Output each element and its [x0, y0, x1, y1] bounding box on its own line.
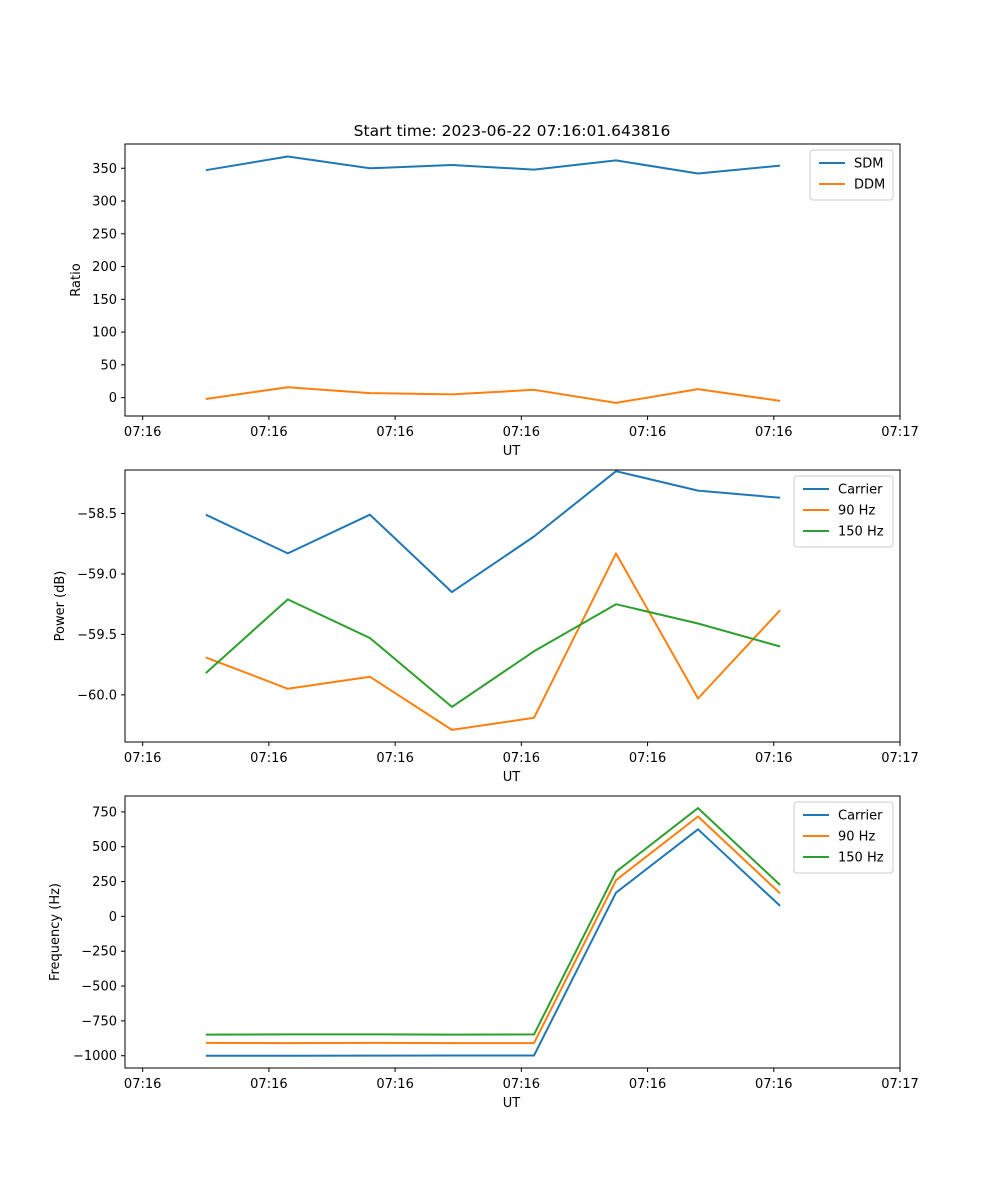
legend-box — [793, 475, 894, 548]
y-tick-label: −60.0 — [77, 688, 117, 703]
x-tick-label: 07:16 — [503, 751, 540, 766]
series-group — [205, 155, 781, 404]
axes-frame — [124, 143, 901, 417]
legend-label: Carrier — [838, 483, 883, 498]
series-line-carrier — [205, 828, 781, 1057]
x-tick-label: 07:16 — [124, 751, 161, 766]
x-axis-label: UT — [503, 444, 521, 459]
y-axis-label: Frequency (Hz) — [48, 883, 63, 981]
series-line-carrier — [205, 470, 781, 594]
y-tick-label: 750 — [92, 805, 117, 820]
y-axis-label: Power (dB) — [53, 571, 68, 642]
x-tick-label: 07:16 — [376, 425, 413, 440]
y-tick-label: 350 — [92, 162, 117, 177]
x-tick-label: 07:16 — [503, 1077, 540, 1092]
x-axis-label: UT — [503, 770, 521, 785]
x-tick-label: 07:17 — [881, 425, 918, 440]
y-tick-label: 500 — [92, 840, 117, 855]
y-tick-label: −58.5 — [77, 507, 117, 522]
series-line-ddm — [205, 386, 781, 404]
legend: Carrier 90 Hz 150 Hz — [793, 475, 894, 548]
x-tick-label: 07:16 — [250, 1077, 287, 1092]
x-tick-label: 07:16 — [755, 425, 792, 440]
y-tick-label: 0 — [109, 391, 117, 406]
x-tick-label: 07:16 — [503, 425, 540, 440]
y-tick-label: 100 — [92, 326, 117, 341]
chart-panel-1: 07:16 07:16 07:16 07:16 07:16 07:16 07:17 0 50 10… — [69, 143, 919, 459]
x-tick-label: 07:16 — [124, 425, 161, 440]
y-tick-label: 0 — [109, 910, 117, 925]
y-tick-label: 50 — [100, 358, 117, 373]
series-line-90-hz — [205, 552, 781, 731]
legend-box — [793, 801, 894, 874]
y-tick-label: −500 — [81, 980, 117, 995]
series-line-sdm — [205, 155, 781, 175]
axes-frame — [124, 469, 901, 743]
x-tick-label: 07:17 — [881, 751, 918, 766]
axes-frame — [124, 795, 901, 1069]
x-tick-label: 07:16 — [629, 751, 666, 766]
legend-label: 90 Hz — [838, 830, 875, 845]
panels: 07:16 07:16 07:16 07:16 07:16 07:16 07:17 0 50 10… — [48, 143, 919, 1111]
x-tick-label: 07:16 — [755, 1077, 792, 1092]
x-tick-label: 07:16 — [755, 751, 792, 766]
y-tick-label: −750 — [81, 1014, 117, 1029]
y-tick-label: 300 — [92, 195, 117, 210]
series-line-150-hz — [205, 598, 781, 708]
chart-panel-3: 07:16 07:16 07:16 07:16 07:16 07:16 07:17 −1000… — [48, 795, 919, 1111]
x-tick-label: 07:17 — [881, 1077, 918, 1092]
y-tick-label: 200 — [92, 260, 117, 275]
y-tick-label: 250 — [92, 875, 117, 890]
legend-label: 90 Hz — [838, 504, 875, 519]
y-tick-label: −59.5 — [77, 628, 117, 643]
x-tick-label: 07:16 — [124, 1077, 161, 1092]
x-tick-label: 07:16 — [629, 1077, 666, 1092]
legend-label: DDM — [854, 178, 885, 193]
legend-label: Carrier — [838, 809, 883, 824]
x-axis-label: UT — [503, 1096, 521, 1111]
x-tick-label: 07:16 — [376, 1077, 413, 1092]
y-tick-label: 250 — [92, 227, 117, 242]
x-tick-label: 07:16 — [376, 751, 413, 766]
x-tick-label: 07:16 — [629, 425, 666, 440]
legend: SDM DDM — [809, 149, 894, 201]
x-tick-label: 07:16 — [250, 425, 287, 440]
legend-label: 150 Hz — [838, 525, 884, 540]
y-tick-label: −250 — [81, 945, 117, 960]
series-line-90-hz — [205, 815, 781, 1045]
legend-label: 150 Hz — [838, 851, 884, 866]
legend: Carrier 90 Hz 150 Hz — [793, 801, 894, 874]
x-tick-label: 07:16 — [250, 751, 287, 766]
series-group — [205, 807, 781, 1057]
y-tick-label: −1000 — [73, 1049, 117, 1064]
figure-title: Start time: 2023-06-22 07:16:01.643816 — [354, 122, 671, 140]
legend-label: SDM — [854, 157, 883, 172]
y-tick-label: −59.0 — [77, 567, 117, 582]
chart-panel-2: 07:16 07:16 07:16 07:16 07:16 07:16 07:17 −60.0… — [53, 469, 919, 785]
y-tick-label: 150 — [92, 293, 117, 308]
y-axis-label: Ratio — [69, 263, 84, 296]
series-group — [205, 470, 781, 731]
series-line-150-hz — [205, 807, 781, 1036]
